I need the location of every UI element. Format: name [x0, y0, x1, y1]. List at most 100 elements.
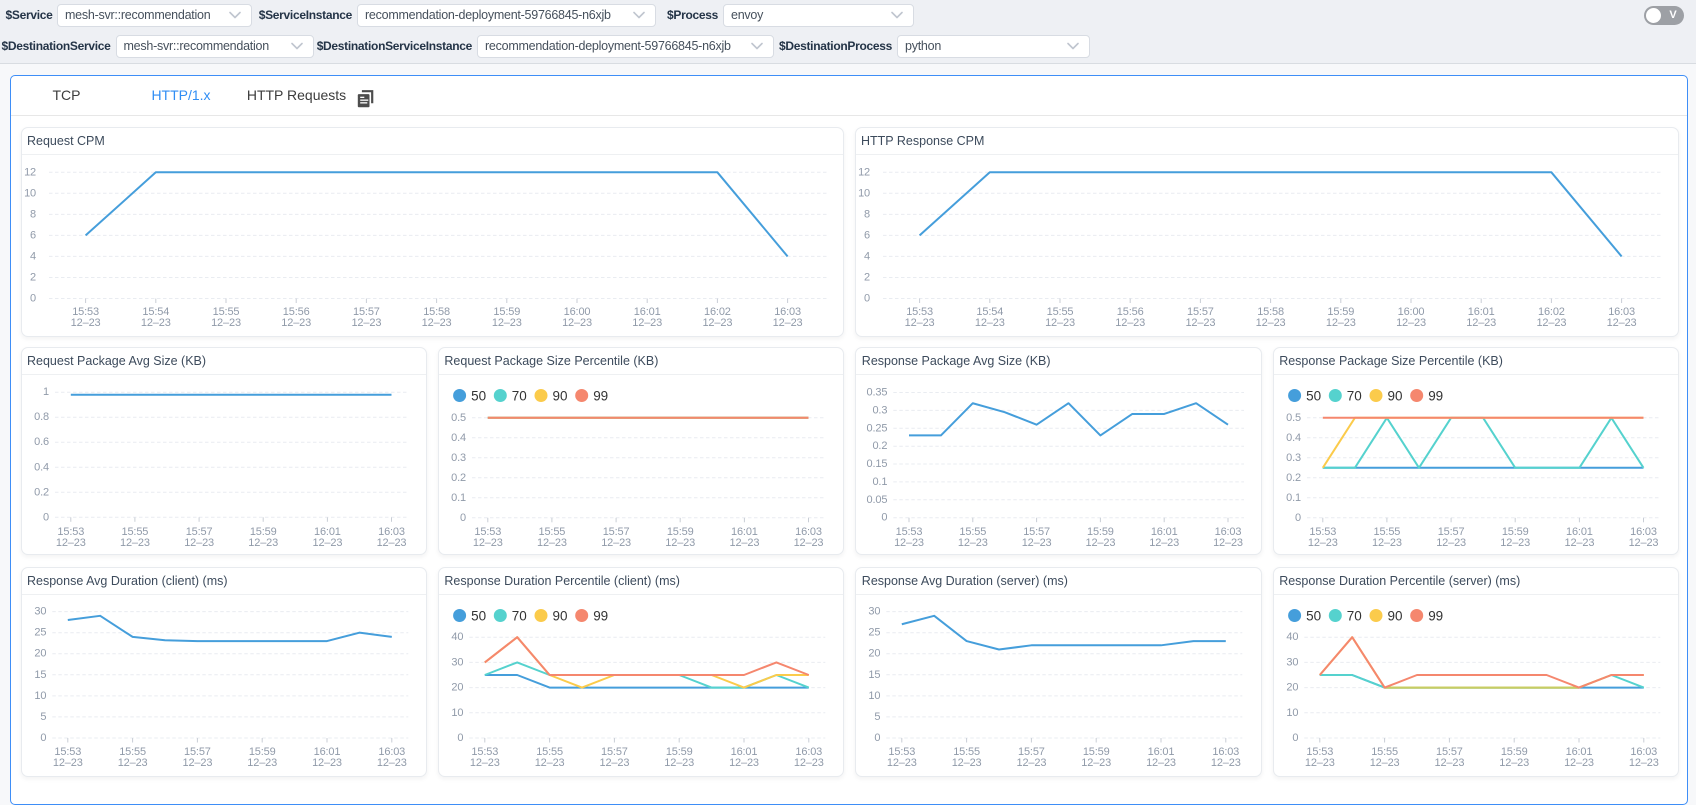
svg-text:16:01: 16:01	[1148, 746, 1175, 758]
svg-text:16:01: 16:01	[313, 746, 340, 758]
svg-text:5: 5	[40, 711, 46, 723]
svg-text:0.2: 0.2	[34, 486, 49, 498]
svg-text:16:00: 16:00	[563, 306, 590, 318]
svg-text:15:53: 15:53	[906, 306, 933, 318]
svg-text:15:55: 15:55	[212, 306, 239, 318]
svg-text:12–23: 12–23	[491, 317, 521, 329]
svg-text:12: 12	[858, 166, 870, 178]
svg-text:16:03: 16:03	[1213, 746, 1240, 758]
svg-text:0: 0	[43, 511, 49, 523]
svg-text:12–23: 12–23	[140, 317, 170, 329]
svg-text:12–23: 12–23	[1434, 757, 1464, 769]
svg-text:12–23: 12–23	[887, 757, 917, 769]
svg-text:99: 99	[1428, 389, 1443, 404]
svg-text:12: 12	[24, 166, 36, 178]
svg-text:0.4: 0.4	[1286, 432, 1301, 444]
svg-text:15:57: 15:57	[184, 746, 211, 758]
svg-text:12–23: 12–23	[562, 317, 592, 329]
svg-text:12–23: 12–23	[772, 317, 802, 329]
svg-text:16:03: 16:03	[795, 746, 822, 758]
svg-text:0.5: 0.5	[1286, 412, 1301, 424]
svg-text:15:56: 15:56	[282, 306, 309, 318]
svg-text:90: 90	[552, 609, 567, 624]
svg-text:12–23: 12–23	[470, 757, 500, 769]
svg-text:16:03: 16:03	[795, 526, 822, 538]
svg-text:15:59: 15:59	[1087, 526, 1114, 538]
svg-text:16:01: 16:01	[633, 306, 660, 318]
svg-text:10: 10	[858, 187, 870, 199]
svg-text:15: 15	[34, 669, 46, 681]
svg-text:12–23: 12–23	[117, 757, 147, 769]
svg-text:12–23: 12–23	[601, 537, 631, 549]
svg-text:12–23: 12–23	[894, 537, 924, 549]
svg-text:10: 10	[34, 690, 46, 702]
svg-text:15:59: 15:59	[1501, 746, 1528, 758]
svg-text:40: 40	[451, 631, 463, 643]
svg-text:0: 0	[1292, 732, 1298, 744]
svg-text:0.4: 0.4	[451, 432, 466, 444]
svg-text:0: 0	[40, 732, 46, 744]
svg-text:15:57: 15:57	[603, 526, 630, 538]
svg-text:12–23: 12–23	[1185, 317, 1215, 329]
svg-text:90: 90	[1387, 609, 1402, 624]
svg-text:15:53: 15:53	[72, 306, 99, 318]
svg-text:0: 0	[460, 512, 466, 524]
svg-text:0: 0	[882, 512, 888, 524]
svg-text:15:55: 15:55	[1046, 306, 1073, 318]
svg-text:12–23: 12–23	[1499, 757, 1529, 769]
svg-text:90: 90	[552, 389, 567, 404]
svg-text:15:57: 15:57	[1436, 746, 1463, 758]
svg-text:12–23: 12–23	[599, 757, 629, 769]
svg-text:10: 10	[24, 187, 36, 199]
svg-text:0.35: 0.35	[867, 387, 888, 399]
svg-text:12–23: 12–23	[665, 537, 695, 549]
svg-text:12–23: 12–23	[1213, 537, 1243, 549]
svg-text:30: 30	[869, 606, 881, 618]
svg-text:70: 70	[1346, 389, 1361, 404]
svg-text:0.2: 0.2	[1286, 472, 1301, 484]
svg-text:12–23: 12–23	[421, 317, 451, 329]
svg-text:15:59: 15:59	[667, 526, 694, 538]
svg-text:0: 0	[30, 292, 36, 304]
svg-text:12–23: 12–23	[1308, 537, 1338, 549]
svg-text:70: 70	[1346, 609, 1361, 624]
svg-text:8: 8	[30, 208, 36, 220]
svg-text:15:59: 15:59	[493, 306, 520, 318]
svg-text:0: 0	[864, 292, 870, 304]
svg-text:16:00: 16:00	[1397, 306, 1424, 318]
svg-text:15:59: 15:59	[1327, 306, 1354, 318]
svg-text:12–23: 12–23	[1022, 537, 1052, 549]
svg-text:12–23: 12–23	[664, 757, 694, 769]
svg-text:30: 30	[451, 657, 463, 669]
svg-text:0.4: 0.4	[34, 461, 49, 473]
svg-text:15:58: 15:58	[423, 306, 450, 318]
svg-text:12–23: 12–23	[1396, 317, 1426, 329]
svg-text:12–23: 12–23	[1536, 317, 1566, 329]
svg-text:0.1: 0.1	[1286, 492, 1301, 504]
svg-text:15:53: 15:53	[1309, 526, 1336, 538]
svg-text:15:59: 15:59	[666, 746, 693, 758]
svg-text:15:55: 15:55	[1373, 526, 1400, 538]
svg-text:12–23: 12–23	[1082, 757, 1112, 769]
svg-text:0.8: 0.8	[34, 411, 49, 423]
svg-text:20: 20	[869, 648, 881, 660]
svg-text:12–23: 12–23	[1564, 537, 1594, 549]
svg-text:15: 15	[869, 669, 881, 681]
svg-text:20: 20	[451, 682, 463, 694]
svg-text:16:01: 16:01	[1151, 526, 1178, 538]
svg-text:15:53: 15:53	[474, 526, 501, 538]
svg-text:0.3: 0.3	[451, 452, 466, 464]
svg-text:4: 4	[864, 250, 870, 262]
svg-text:12–23: 12–23	[974, 317, 1004, 329]
svg-text:10: 10	[1286, 707, 1298, 719]
svg-text:15:55: 15:55	[954, 746, 981, 758]
svg-text:12–23: 12–23	[52, 757, 82, 769]
svg-text:16:02: 16:02	[1538, 306, 1565, 318]
svg-text:16:01: 16:01	[1467, 306, 1494, 318]
svg-text:16:03: 16:03	[1215, 526, 1242, 538]
svg-text:70: 70	[512, 609, 527, 624]
svg-text:12–23: 12–23	[1369, 757, 1399, 769]
svg-text:50: 50	[1306, 389, 1321, 404]
svg-text:15:55: 15:55	[538, 526, 565, 538]
svg-text:12–23: 12–23	[473, 537, 503, 549]
